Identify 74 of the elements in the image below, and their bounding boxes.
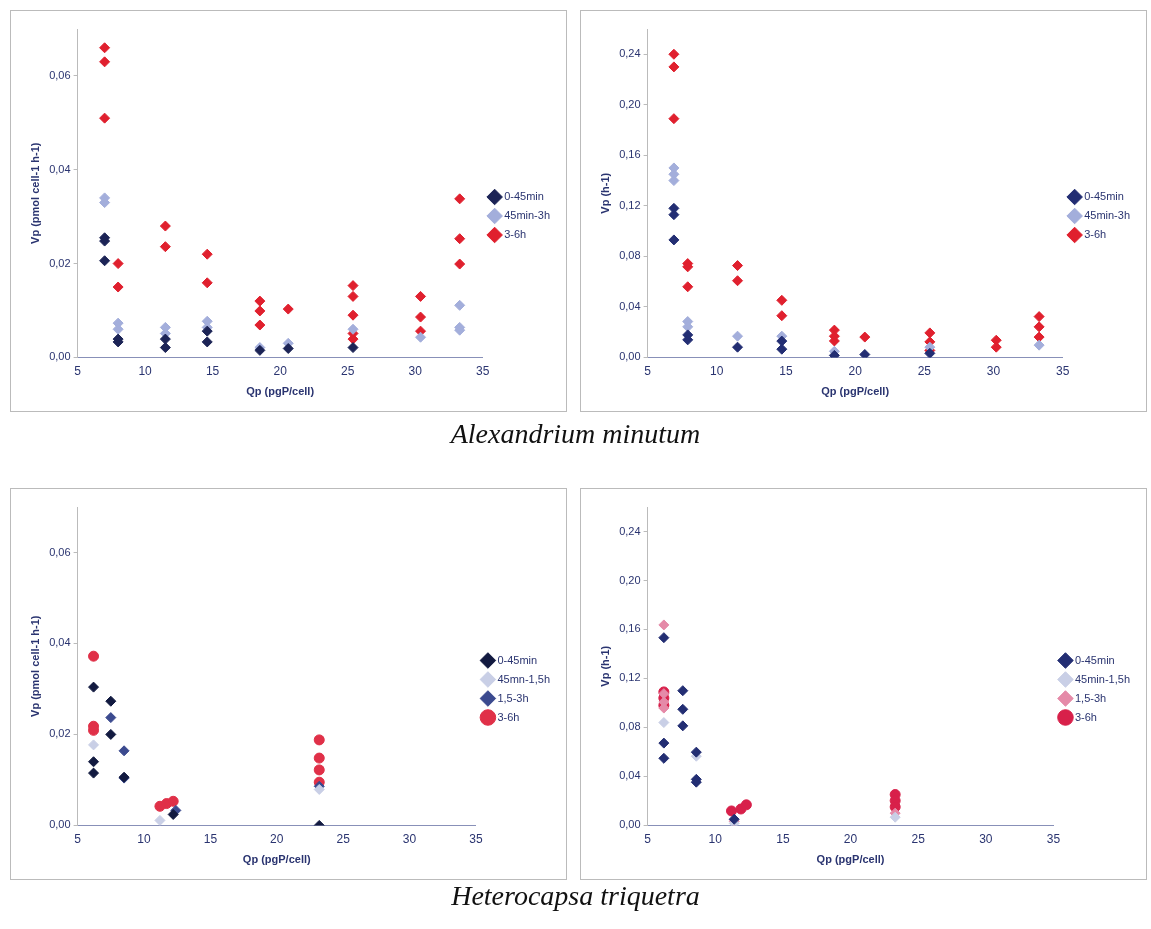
y-tick-label: 0,12	[619, 671, 641, 684]
text: Heterocapsa triquetra	[450, 880, 701, 912]
x-tick-label: 30	[402, 831, 417, 846]
x-tick-label: 20	[843, 831, 858, 846]
x-tick-label: 15	[776, 831, 790, 846]
text: Alexandrium minutum	[448, 418, 702, 450]
y-tick-label: 0,00	[49, 818, 71, 831]
legend-label: 45min-1,5h	[1074, 672, 1131, 685]
y-tick-label: 0,04	[619, 769, 641, 782]
x-tick-label: 25	[340, 363, 355, 378]
x-tick-label: 35	[469, 831, 483, 846]
y-tick-label: 0,08	[619, 249, 641, 262]
legend-label: 0-45min	[497, 653, 538, 666]
x-tick-label: 10	[137, 831, 151, 846]
y-tick-label: 0,04	[49, 162, 71, 175]
x-tick-label: 15	[205, 363, 220, 378]
x-tick-label: 35	[1055, 363, 1070, 378]
legend-label: 45min-3h	[504, 209, 550, 222]
legend-label: 45mn-1,5h	[497, 672, 551, 685]
legend-label: 45min-3h	[1084, 209, 1130, 222]
y-tick-label: 0,02	[49, 256, 71, 269]
x-tick-label: 25	[917, 363, 932, 378]
x-tick-label: 35	[1046, 831, 1061, 846]
y-tick-label: 0,08	[619, 720, 641, 733]
y-tick-label: 0,12	[619, 198, 641, 211]
x-tick-label: 35	[475, 363, 490, 378]
y-tick-label: 0,06	[49, 68, 71, 81]
y-tick-label: 0,20	[619, 573, 641, 586]
x-tick-label: 10	[138, 363, 153, 378]
y-axis-title: Vp (pmol cell-1 h-1)	[28, 615, 41, 717]
y-tick-label: 0,16	[619, 622, 641, 635]
y-tick-label: 0,00	[49, 350, 71, 363]
x-tick-label: 25	[336, 831, 351, 846]
x-tick-label: 5	[644, 363, 652, 378]
y-tick-label: 0,04	[49, 636, 71, 649]
x-tick-label: 25	[911, 831, 926, 846]
y-tick-label: 0,16	[619, 148, 641, 161]
legend-label: 0-45min	[1074, 653, 1115, 666]
x-axis-title: Qp (pgP/cell)	[821, 385, 890, 398]
x-tick-label: 5	[74, 831, 82, 846]
y-axis-title: Vp (pmol cell-1 h-1)	[28, 142, 41, 244]
x-tick-label: 30	[979, 831, 993, 846]
legend-label: 3-6h	[497, 710, 520, 723]
y-tick-label: 0,24	[619, 47, 641, 60]
y-axis-title: Vp (h-1)	[598, 645, 611, 687]
y-axis-title: Vp (h-1)	[598, 172, 611, 214]
x-tick-label: 10	[710, 363, 724, 378]
x-axis-title: Qp (pgP/cell)	[246, 385, 315, 398]
y-tick-label: 0,04	[619, 299, 641, 312]
x-tick-label: 30	[408, 363, 423, 378]
legend-label: 3-6h	[1084, 228, 1107, 241]
y-tick-label: 0,00	[619, 818, 641, 831]
x-tick-label: 10	[708, 831, 723, 846]
x-tick-label: 30	[986, 363, 1001, 378]
y-tick-label: 0,00	[619, 350, 641, 363]
x-axis-title: Qp (pgP/cell)	[242, 853, 312, 866]
x-tick-label: 20	[273, 363, 288, 378]
y-tick-label: 0,02	[49, 727, 71, 740]
x-axis-title: Qp (pgP/cell)	[816, 853, 885, 866]
legend-label: 1,5-3h	[497, 691, 529, 704]
y-tick-label: 0,20	[619, 97, 641, 110]
x-tick-label: 15	[779, 363, 793, 378]
x-tick-label: 5	[644, 831, 652, 846]
legend-label: 3-6h	[1074, 710, 1097, 723]
legend-label: 1,5-3h	[1074, 691, 1107, 704]
x-tick-label: 5	[74, 363, 82, 378]
legend-label: 0-45min	[504, 190, 544, 203]
y-tick-label: 0,24	[619, 524, 641, 537]
x-tick-label: 20	[848, 363, 863, 378]
y-tick-label: 0,06	[49, 545, 71, 558]
legend-label: 3-6h	[504, 228, 527, 241]
x-tick-label: 20	[270, 831, 284, 846]
legend-label: 0-45min	[1084, 190, 1124, 203]
x-tick-label: 15	[203, 831, 218, 846]
